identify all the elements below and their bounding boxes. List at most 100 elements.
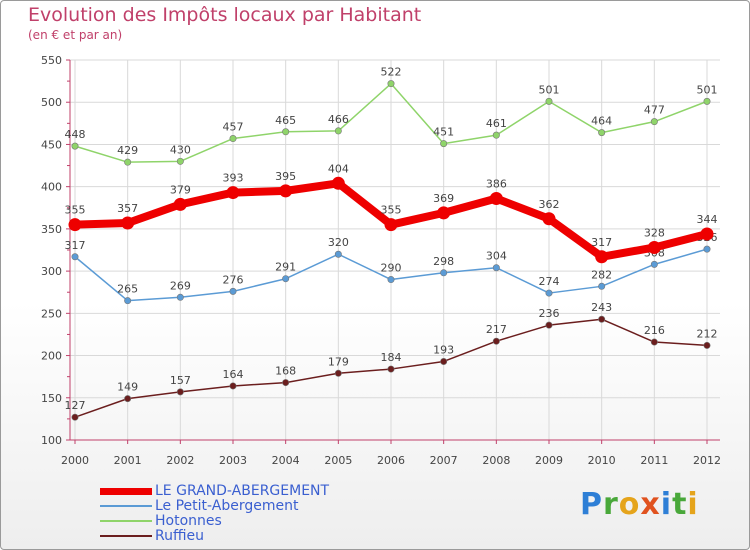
data-point <box>598 282 606 290</box>
data-point <box>650 118 658 126</box>
data-point <box>647 240 661 254</box>
data-label: 269 <box>170 279 191 292</box>
y-tick-label: 250 <box>41 307 62 320</box>
data-label: 317 <box>591 236 612 249</box>
legend-swatch <box>100 520 152 522</box>
data-label: 243 <box>591 301 612 314</box>
y-tick-label: 450 <box>41 138 62 151</box>
data-label: 149 <box>117 381 138 394</box>
logo-letter: x <box>640 487 661 522</box>
data-label: 236 <box>539 307 560 320</box>
x-tick-label: 2008 <box>482 454 510 467</box>
data-point <box>598 129 606 137</box>
logo-letter: i <box>660 487 673 522</box>
data-label: 304 <box>486 250 507 263</box>
data-point <box>68 218 82 232</box>
x-tick-label: 2001 <box>114 454 142 467</box>
logo-letter: r <box>603 487 619 522</box>
data-point <box>124 158 132 166</box>
data-label: 157 <box>170 374 191 387</box>
data-label: 395 <box>275 170 296 183</box>
data-label: 184 <box>381 351 402 364</box>
data-point <box>387 365 395 373</box>
x-tick-label: 2006 <box>377 454 405 467</box>
data-point <box>700 227 714 241</box>
data-point <box>282 128 290 136</box>
data-label: 404 <box>328 162 349 175</box>
x-tick-label: 2003 <box>219 454 247 467</box>
data-point <box>176 157 184 165</box>
data-label: 451 <box>433 126 454 139</box>
data-point <box>71 142 79 150</box>
data-point <box>440 357 448 365</box>
chart-title: Evolution des Impôts locaux par Habitant <box>28 4 422 26</box>
data-point <box>387 276 395 284</box>
data-label: 164 <box>223 368 244 381</box>
data-label: 344 <box>697 213 718 226</box>
data-label: 357 <box>117 202 138 215</box>
logo-letter: P <box>580 487 603 522</box>
data-label: 291 <box>275 261 296 274</box>
data-label: 465 <box>275 114 296 127</box>
data-point <box>334 127 342 135</box>
legend-label: LE GRAND-ABERGEMENT <box>155 483 330 499</box>
data-label: 448 <box>65 128 86 141</box>
data-point <box>650 260 658 268</box>
data-point <box>437 206 451 220</box>
data-point <box>282 275 290 283</box>
data-point <box>229 287 237 295</box>
data-label: 430 <box>170 143 191 156</box>
data-point <box>334 369 342 377</box>
x-tick-label: 2012 <box>693 454 721 467</box>
y-tick-label: 150 <box>41 392 62 405</box>
legend-label: Ruffieu <box>155 528 204 544</box>
data-point <box>176 293 184 301</box>
y-tick-label: 200 <box>41 350 62 363</box>
proxiti-logo: Proxiti <box>580 487 699 522</box>
data-label: 429 <box>117 144 138 157</box>
x-tick-label: 2002 <box>166 454 194 467</box>
data-point <box>331 176 345 190</box>
data-point <box>71 413 79 421</box>
data-point <box>176 388 184 396</box>
x-tick-label: 2007 <box>430 454 458 467</box>
data-point <box>545 97 553 105</box>
data-label: 212 <box>697 327 718 340</box>
logo-letter: i <box>687 487 699 522</box>
data-point <box>124 395 132 403</box>
data-label: 466 <box>328 113 349 126</box>
y-tick-label: 500 <box>41 96 62 109</box>
data-label: 274 <box>539 275 560 288</box>
data-point <box>542 212 556 226</box>
data-label: 379 <box>170 183 191 196</box>
data-label: 477 <box>644 104 665 117</box>
data-point <box>650 338 658 346</box>
data-point <box>703 245 711 253</box>
data-point <box>384 218 398 232</box>
data-point <box>124 297 132 305</box>
x-tick-label: 2005 <box>324 454 352 467</box>
data-label: 328 <box>644 226 665 239</box>
logo-letter: t <box>672 487 688 522</box>
data-label: 386 <box>486 177 507 190</box>
data-point <box>545 321 553 329</box>
data-point <box>229 382 237 390</box>
data-label: 320 <box>328 236 349 249</box>
data-point <box>492 131 500 139</box>
logo-letter: o <box>618 487 641 522</box>
data-label: 457 <box>223 121 244 134</box>
x-tick-label: 2011 <box>640 454 668 467</box>
legend-label: Le Petit-Abergement <box>155 498 299 514</box>
data-label: 355 <box>65 204 86 217</box>
data-point <box>703 341 711 349</box>
data-point <box>492 337 500 345</box>
data-label: 193 <box>433 343 454 356</box>
data-label: 355 <box>381 204 402 217</box>
x-tick-label: 2004 <box>272 454 300 467</box>
data-point <box>226 186 240 200</box>
data-point <box>440 140 448 148</box>
data-label: 290 <box>381 262 402 275</box>
data-point <box>598 315 606 323</box>
data-point <box>595 250 609 264</box>
data-point <box>387 80 395 88</box>
